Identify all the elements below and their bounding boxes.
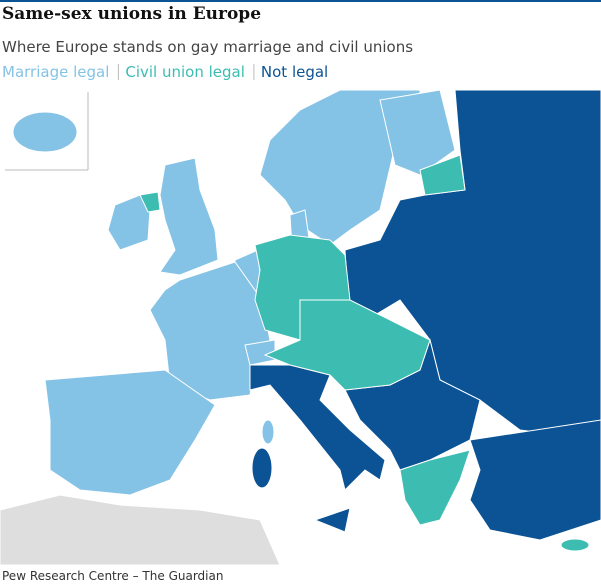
legend: Marriage legal Civil union legal Not legal xyxy=(2,63,328,81)
central-europe xyxy=(263,299,431,391)
legend-label: Not legal xyxy=(261,63,328,81)
sardinia xyxy=(251,447,273,489)
source: Pew Research Centre – The Guardian xyxy=(2,569,223,583)
finland xyxy=(379,89,456,176)
cyprus xyxy=(560,538,590,552)
iberia xyxy=(44,369,216,496)
northern-ireland xyxy=(139,191,161,213)
legend-label: Marriage legal xyxy=(2,63,109,81)
north-africa xyxy=(0,494,281,566)
estonia xyxy=(419,154,466,196)
title: Same-sex unions in Europe xyxy=(2,4,261,24)
iceland xyxy=(12,111,78,153)
not-legal-countries xyxy=(249,89,601,541)
map xyxy=(0,89,601,566)
subtitle: Where Europe stands on gay marriage and … xyxy=(2,38,413,56)
civil-union-countries xyxy=(139,154,590,552)
marriage-legal-countries xyxy=(12,89,456,496)
sicily xyxy=(313,507,351,533)
italy xyxy=(249,364,386,491)
turkey xyxy=(469,419,601,541)
greece xyxy=(399,449,471,526)
legend-label: Civil union legal xyxy=(125,63,245,81)
corsica xyxy=(261,419,275,445)
switzerland xyxy=(244,339,276,366)
great-britain xyxy=(159,157,219,276)
